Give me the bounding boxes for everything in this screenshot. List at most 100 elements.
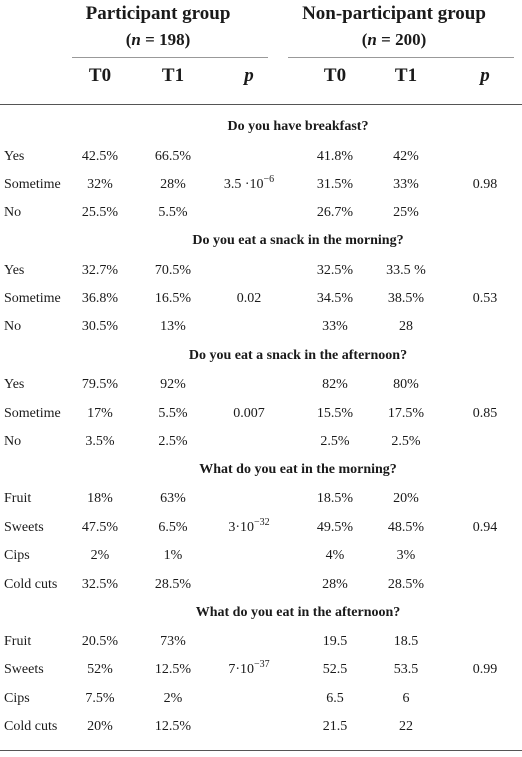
cell-value: 5.5% bbox=[158, 205, 188, 220]
cell-value: 4% bbox=[325, 548, 345, 563]
cell-value: 6.5% bbox=[158, 520, 188, 535]
cell-value: 6.5 bbox=[326, 691, 344, 706]
cell-value: 15.5% bbox=[316, 406, 354, 421]
cell-value: 30.5% bbox=[81, 319, 119, 334]
p-value-nonparticipant: 0.99 bbox=[472, 662, 498, 677]
cell-value: 20.5% bbox=[81, 634, 119, 649]
cell-value: 16.5% bbox=[154, 291, 192, 306]
cell-value: 33% bbox=[322, 319, 348, 334]
cell-value: 25% bbox=[393, 205, 419, 220]
section-question: Do you have breakfast? bbox=[227, 119, 369, 134]
col-participant-t1: T1 bbox=[161, 65, 185, 86]
cell-value: 2.5% bbox=[320, 434, 350, 449]
cell-value: 17.5% bbox=[387, 406, 425, 421]
cell-value: 6 bbox=[402, 691, 410, 706]
cell-value: 52% bbox=[87, 662, 113, 677]
p-value-participant: 3.5 ·10−6 bbox=[223, 174, 275, 192]
cell-value: 79.5% bbox=[81, 377, 119, 392]
cell-value: 53.5 bbox=[393, 662, 419, 677]
cell-value: 20% bbox=[393, 491, 419, 506]
cell-value: 38.5% bbox=[387, 291, 425, 306]
p-value-nonparticipant: 0.53 bbox=[472, 291, 498, 306]
bottom-rule bbox=[0, 750, 522, 751]
participant-group-rule bbox=[72, 57, 268, 58]
cell-value: 3.5% bbox=[85, 434, 115, 449]
cell-value: 70.5% bbox=[154, 263, 192, 278]
cell-value: 5.5% bbox=[158, 406, 188, 421]
cell-value: 7.5% bbox=[85, 691, 115, 706]
cell-value: 41.8% bbox=[316, 149, 354, 164]
section-question: Do you eat a snack in the morning? bbox=[192, 233, 404, 248]
cell-value: 3% bbox=[396, 548, 416, 563]
cell-value: 66.5% bbox=[154, 149, 192, 164]
row-label: Cold cuts bbox=[4, 719, 58, 734]
row-label: Sweets bbox=[4, 662, 44, 677]
cell-value: 31.5% bbox=[316, 177, 354, 192]
col-nonparticipant-t0: T0 bbox=[323, 65, 347, 86]
cell-value: 32.5% bbox=[81, 577, 119, 592]
row-label: No bbox=[4, 205, 22, 220]
cell-value: 33.5 % bbox=[386, 263, 426, 278]
cell-value: 28.5% bbox=[387, 577, 425, 592]
row-label: Cold cuts bbox=[4, 577, 58, 592]
nonparticipant-group-title: Non-participant group bbox=[302, 3, 486, 24]
cell-value: 28 bbox=[399, 319, 413, 334]
row-label: No bbox=[4, 434, 22, 449]
row-label: Cips bbox=[4, 691, 30, 706]
cell-value: 32.7% bbox=[81, 263, 119, 278]
col-nonparticipant-t1: T1 bbox=[394, 65, 418, 86]
cell-value: 2.5% bbox=[158, 434, 188, 449]
participant-group-title: Participant group bbox=[85, 3, 231, 24]
row-label: Sweets bbox=[4, 520, 44, 535]
cell-value: 17% bbox=[87, 406, 113, 421]
row-label: Sometime bbox=[4, 291, 61, 306]
row-label: Sometime bbox=[4, 177, 61, 192]
cell-value: 63% bbox=[160, 491, 186, 506]
nonparticipant-group-n: (n = 200) bbox=[361, 30, 427, 49]
cell-value: 49.5% bbox=[316, 520, 354, 535]
cell-value: 26.7% bbox=[316, 205, 354, 220]
col-nonparticipant-p: p bbox=[480, 65, 490, 86]
row-label: No bbox=[4, 319, 22, 334]
participant-group-n: (n = 198) bbox=[125, 30, 191, 49]
section-question: Do you eat a snack in the afternoon? bbox=[188, 348, 408, 363]
cell-value: 18.5 bbox=[393, 634, 419, 649]
cell-value: 18.5% bbox=[316, 491, 354, 506]
cell-value: 33% bbox=[393, 177, 419, 192]
row-label: Yes bbox=[4, 149, 25, 164]
cell-value: 80% bbox=[393, 377, 419, 392]
cell-value: 47.5% bbox=[81, 520, 119, 535]
p-value-nonparticipant: 0.94 bbox=[472, 520, 498, 535]
cell-value: 52.5 bbox=[322, 662, 348, 677]
row-label: Cips bbox=[4, 548, 30, 563]
p-value-participant: 0.02 bbox=[236, 291, 262, 306]
cell-value: 22 bbox=[399, 719, 413, 734]
p-value-nonparticipant: 0.98 bbox=[472, 177, 498, 192]
cell-value: 28.5% bbox=[154, 577, 192, 592]
cell-value: 82% bbox=[322, 377, 348, 392]
cell-value: 19.5 bbox=[322, 634, 348, 649]
cell-value: 73% bbox=[160, 634, 186, 649]
cell-value: 18% bbox=[87, 491, 113, 506]
cell-value: 2.5% bbox=[391, 434, 421, 449]
col-participant-t0: T0 bbox=[88, 65, 112, 86]
row-label: Yes bbox=[4, 263, 25, 278]
cell-value: 2% bbox=[90, 548, 110, 563]
cell-value: 28% bbox=[322, 577, 348, 592]
cell-value: 12.5% bbox=[154, 662, 192, 677]
cell-value: 92% bbox=[160, 377, 186, 392]
nonparticipant-group-rule bbox=[288, 57, 514, 58]
p-value-participant: 0.007 bbox=[233, 406, 265, 421]
cell-value: 42.5% bbox=[81, 149, 119, 164]
cell-value: 25.5% bbox=[81, 205, 119, 220]
cell-value: 32% bbox=[87, 177, 113, 192]
cell-value: 1% bbox=[163, 548, 183, 563]
cell-value: 34.5% bbox=[316, 291, 354, 306]
cell-value: 36.8% bbox=[81, 291, 119, 306]
cell-value: 48.5% bbox=[387, 520, 425, 535]
p-value-nonparticipant: 0.85 bbox=[472, 406, 498, 421]
cell-value: 13% bbox=[160, 319, 186, 334]
cell-value: 12.5% bbox=[154, 719, 192, 734]
col-participant-p: p bbox=[244, 65, 254, 86]
